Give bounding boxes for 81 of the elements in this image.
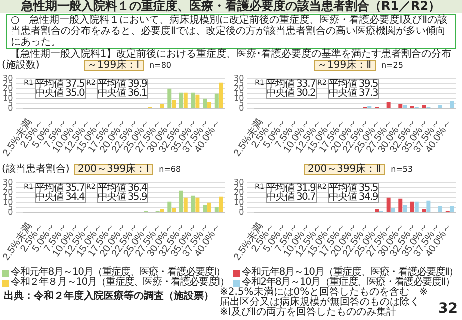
bar: [410, 106, 414, 108]
bar: [450, 100, 454, 108]
bar: [172, 100, 176, 108]
bar: [203, 98, 208, 108]
y-tick-label: 30: [234, 74, 244, 83]
annotation: 中央値 30.7: [266, 192, 316, 203]
annotation: 中央値 35.9: [98, 192, 147, 203]
bar: [179, 92, 184, 108]
bar: [168, 202, 172, 212]
bar: [386, 198, 391, 212]
bar: [196, 198, 200, 212]
text: 【急性期一般入院料1】改定前後における重症度、医療･看護必要度の基準を満たす患者割合の分布: [10, 49, 452, 60]
bar: [219, 82, 224, 108]
bar: [172, 208, 176, 212]
annotation: 中央値 36.1: [98, 88, 147, 99]
text: ※Ⅰ及びⅡの両方を回答したもののみ集計: [220, 307, 396, 318]
annotation: 平均値 39.9: [98, 78, 147, 90]
bar: [179, 190, 184, 212]
annotation: 平均値 39.5: [328, 78, 378, 90]
bar: [386, 102, 391, 108]
text: n=68: [159, 165, 182, 174]
text: n=25: [382, 61, 404, 70]
bar: [368, 106, 372, 108]
y-tick-label: 30: [2, 178, 14, 187]
bar: [196, 94, 200, 108]
chart-title: ～199床：Ⅰ: [88, 60, 140, 71]
annotation: 中央値 37.3: [328, 88, 378, 99]
chart-title: ～199床：Ⅱ: [318, 60, 372, 71]
bar: [422, 104, 426, 108]
bar: [398, 198, 403, 212]
annotation: 中央値 34.9: [328, 192, 378, 203]
text: n=53: [391, 165, 414, 174]
bar: [214, 206, 219, 212]
y-axis-title: (施設数): [2, 60, 40, 71]
text: 32: [438, 301, 458, 317]
chart-title: 200～399床：Ⅱ: [308, 164, 382, 175]
bar: [403, 204, 408, 212]
bar: [203, 204, 208, 212]
bar: [208, 102, 212, 108]
legend-label: 令和元年8月～10月（重症度、医療・看護必要度Ⅱ）: [242, 267, 459, 278]
text: ※2.5%未満には0%と回答したものを含む ※届出区分又は病床規模が無回答のものは除く: [220, 287, 428, 308]
source-note: 出典：令和２年度入院医療等の調査（施設票）: [4, 291, 214, 302]
bar: [438, 206, 443, 212]
bar: [375, 208, 380, 212]
bar: [191, 196, 196, 212]
bar: [438, 104, 443, 108]
legend-label: 令和2年8月～10月（重症度、医療・看護必要度Ⅱ）: [242, 277, 455, 288]
bar: [191, 92, 196, 108]
bar: [214, 94, 219, 108]
text: ○ 急性期一般入院料１において、病床規模別に改定前後の重症度、医療・看護必要度Ⅰ及びⅡの該当患者割合の分布をみると、必要度Ⅱでは、改定後の方が該当患者割合の高い医療機関が多い傾向にあった。: [11, 15, 448, 48]
annotation: 平均値 31.9: [266, 182, 316, 194]
annotation: 平均値 35.5: [328, 182, 378, 194]
bar: [219, 196, 224, 212]
annotation: 平均値 37.5: [36, 78, 85, 90]
bar: [426, 200, 431, 212]
annotation: 中央値 35.0: [36, 88, 85, 99]
bar: [398, 104, 403, 108]
bar: [414, 202, 419, 212]
y-tick-label: 30: [2, 74, 14, 83]
bar: [160, 208, 164, 212]
text: n=80: [150, 61, 172, 70]
annotation: 平均値 36.4: [98, 182, 147, 194]
annotation: 中央値 34.4: [36, 192, 85, 203]
bar: [403, 104, 408, 108]
bar: [168, 88, 172, 108]
bar: [422, 208, 426, 212]
chart-title: 200～399床：Ⅰ: [78, 164, 150, 175]
bar: [184, 198, 188, 212]
y-tick-label: 30: [234, 178, 244, 187]
annotation: 平均値 35.7: [36, 182, 85, 194]
legend-label: 令和２年８月～10月（重症度、医療・看護必要度Ⅰ）: [11, 277, 230, 288]
bar: [184, 92, 188, 108]
bar: [391, 208, 396, 212]
legend-label: 令和元年8月～10月（重症度、医療・看護必要度Ⅰ）: [11, 267, 226, 278]
annotation: 中央値 30.2: [266, 88, 316, 99]
x-axis-title: (該当患者割合): [2, 164, 70, 175]
annotation: 平均値 33.7: [266, 78, 316, 90]
bar: [208, 202, 212, 212]
bar: [450, 206, 454, 212]
bar: [410, 202, 414, 212]
bar: [160, 104, 164, 108]
